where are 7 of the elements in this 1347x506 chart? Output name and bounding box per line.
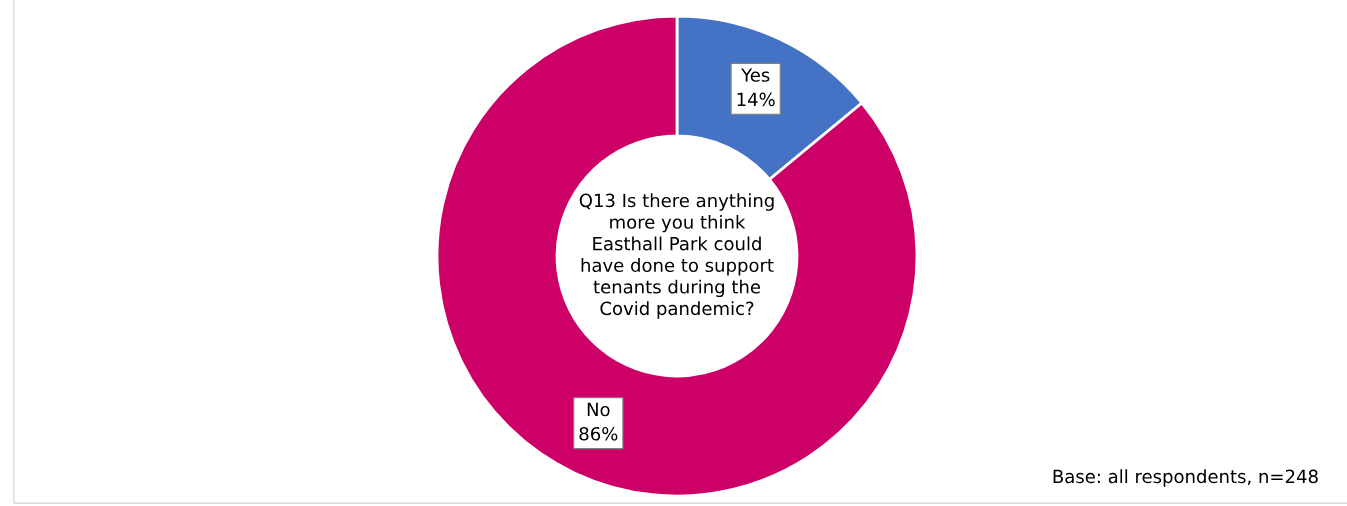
text: Q13 Is there anything more you think Easthall Park could have done to support tenants during the Covid pandemic? [579, 193, 774, 319]
slice-label: No [587, 402, 610, 417]
data-label: 14% [737, 92, 775, 107]
text: Base: all respondents, n=248 [1053, 469, 1318, 487]
donut-slice [435, 14, 919, 498]
data-label: 86% [579, 426, 618, 441]
slice-label: Yes [741, 68, 770, 82]
